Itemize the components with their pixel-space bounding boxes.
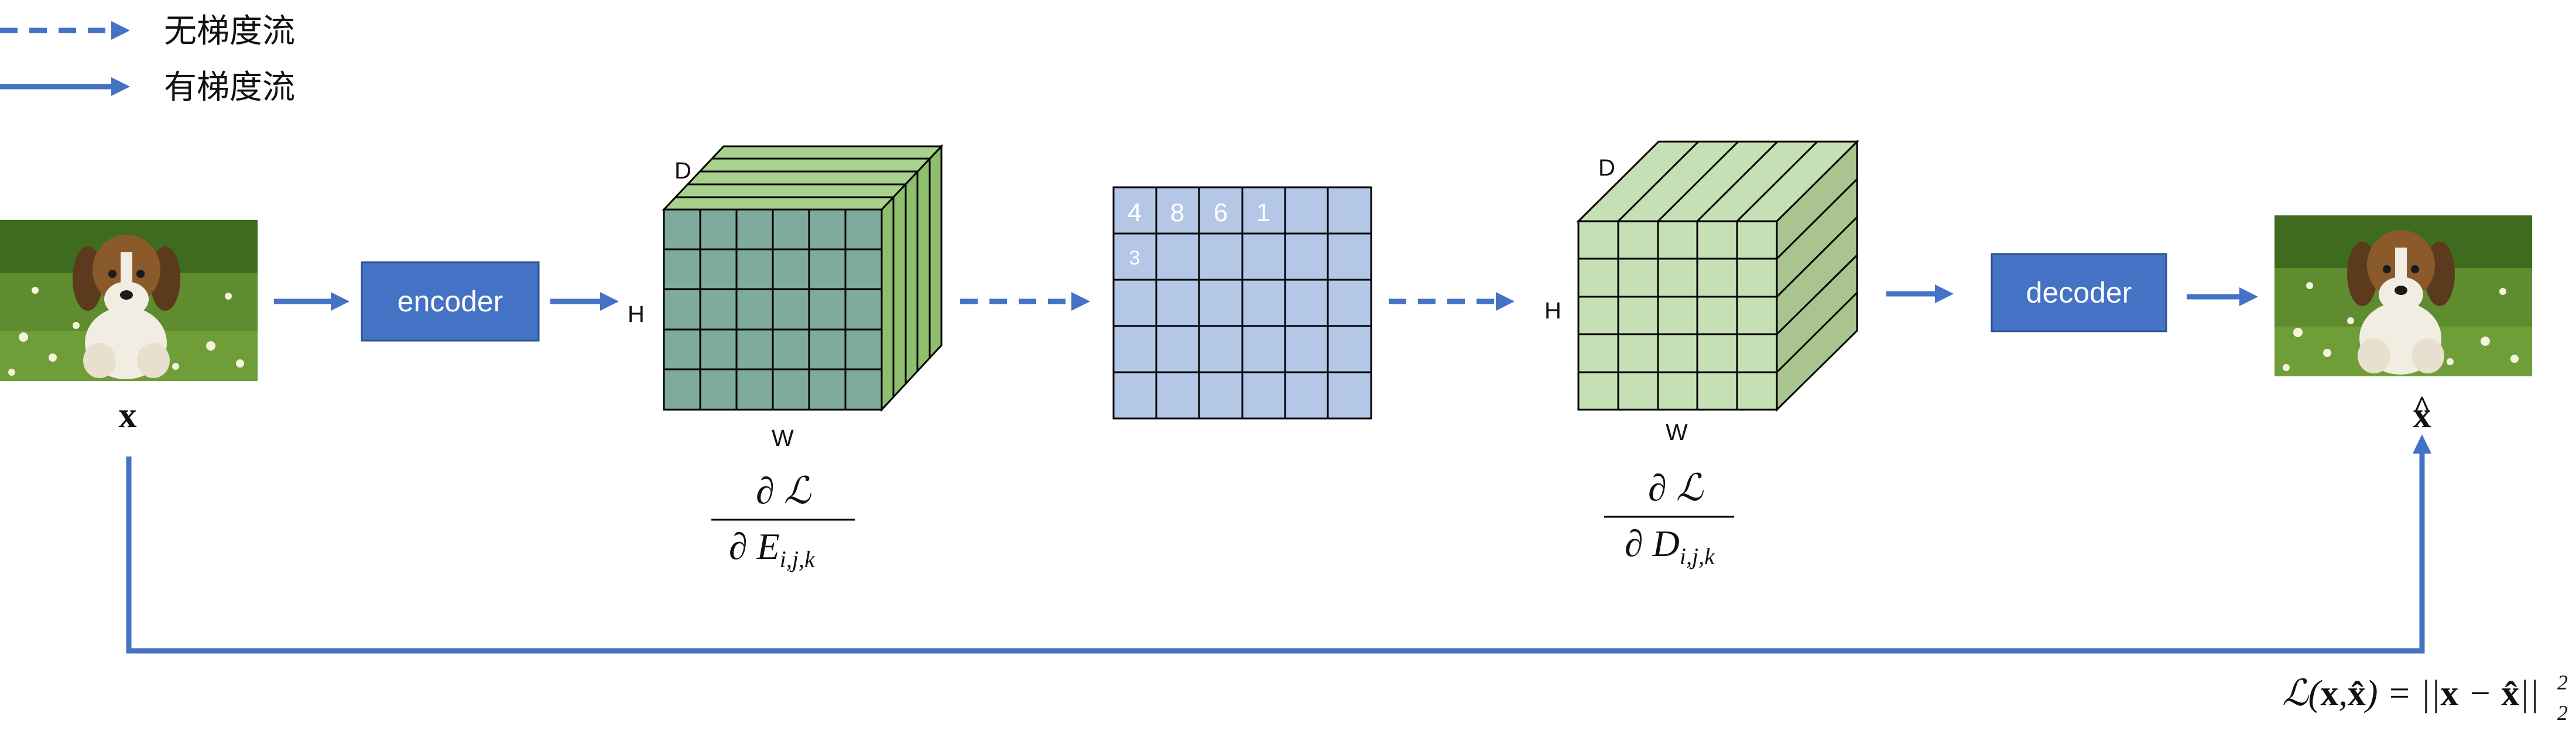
index-cell-0-1: 8 [1170,198,1184,227]
legend: 无梯度流 有梯度流 [0,12,295,105]
legend-no-grad-label: 无梯度流 [164,12,295,49]
arrow-encoder-to-tensor [550,292,619,311]
arrow-input-to-encoder [274,292,350,311]
decoder-label: decoder [2026,276,2132,309]
decoder-block: decoder [1991,253,2167,332]
legend-dashed-arrow-icon [0,21,130,40]
encoder-grad-denominator: ∂ Ei,j,k [729,526,816,572]
encoder-block: encoder [361,261,540,342]
loss-x: x [2320,674,2338,713]
input-image [0,220,258,381]
encoder-axis-w: W [772,425,794,451]
encoder-axis-h: H [628,301,645,327]
output-label: x ^ [2413,390,2431,435]
encoder-tensor: D H W [628,144,944,451]
index-grid: 4 8 6 1 3 [1112,186,1372,420]
decoder-gradient: ∂ ℒ ∂ Di,j,k [1604,467,1734,569]
loss-close: || [2519,674,2539,713]
legend-grad-label: 有梯度流 [164,68,295,105]
loss-minus: − [2458,674,2501,713]
decoder-grad-denominator: ∂ Di,j,k [1625,523,1715,569]
loss-subscript: 2 [2557,701,2568,725]
decoder-tensor: D H W [1544,139,1859,445]
index-cell-0-2: 6 [1214,198,1228,227]
decoder-grad-denominator-subscript: i,j,k [1680,543,1715,569]
encoder-grad-denominator-symbol: ∂ E [729,526,780,567]
decoder-axis-d: D [1598,155,1615,181]
encoder-grad-denominator-subscript: i,j,k [780,546,816,572]
arrow-index-grid-to-tensor [1389,292,1515,311]
input-label: x [119,396,137,435]
loss-formula: ℒ(x,x̂) = ||x − x̂|| [2282,674,2539,713]
loss-prefix: ℒ( [2282,674,2322,713]
output-image [2274,215,2532,376]
loss-mid: ) = || [2364,674,2441,713]
loss-x2: x [2440,674,2458,713]
index-cell-0-0: 4 [1128,198,1142,227]
encoder-grad-numerator: ∂ ℒ [756,470,812,512]
arrow-decoder-to-output [2187,287,2258,306]
decoder-grad-denominator-symbol: ∂ D [1625,523,1680,564]
loss-comma: , [2338,674,2348,713]
decoder-grad-numerator: ∂ ℒ [1648,467,1704,509]
output-label-hat: ^ [2413,390,2431,424]
arrow-tensor-to-decoder [1886,284,1954,303]
index-cell-1-0: 3 [1129,247,1140,269]
output-label-x: x [2413,396,2431,435]
loss-xhat: x̂ [2348,674,2366,713]
legend-solid-arrow-icon [0,77,130,96]
decoder-axis-h: H [1544,298,1561,324]
loss-path-arrow [126,434,2431,654]
encoder-axis-d: D [674,158,691,184]
arrow-tensor-to-index-grid [960,292,1090,311]
loss-xhat2: x̂ [2501,674,2519,713]
encoder-gradient: ∂ ℒ ∂ Ei,j,k [711,470,855,572]
index-cell-0-3: 1 [1256,198,1270,227]
encoder-label: encoder [398,285,503,318]
decoder-axis-w: W [1666,420,1688,445]
loss-superscript: 2 [2557,671,2568,694]
